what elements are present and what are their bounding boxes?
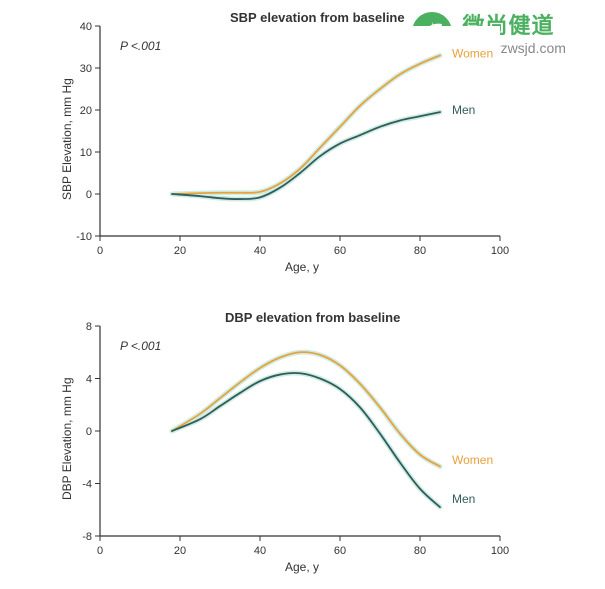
xtick-label: 40 bbox=[254, 545, 266, 557]
dbp-plot-area: -8-4048020406080100P <.001WomenMen bbox=[0, 0, 605, 589]
series-label-women: Women bbox=[452, 453, 493, 467]
ytick-label: 8 bbox=[86, 321, 92, 333]
ytick-label: 0 bbox=[86, 426, 92, 438]
xtick-label: 60 bbox=[334, 545, 346, 557]
ytick-label: 4 bbox=[86, 374, 92, 386]
xtick-label: 100 bbox=[491, 545, 509, 557]
series-label-men: Men bbox=[452, 492, 475, 506]
xtick-label: 0 bbox=[97, 545, 103, 557]
ytick-label: -4 bbox=[82, 479, 92, 491]
xtick-label: 20 bbox=[174, 545, 186, 557]
xtick-label: 80 bbox=[414, 545, 426, 557]
p-value-text: P <.001 bbox=[120, 339, 161, 353]
ytick-label: -8 bbox=[82, 531, 92, 543]
